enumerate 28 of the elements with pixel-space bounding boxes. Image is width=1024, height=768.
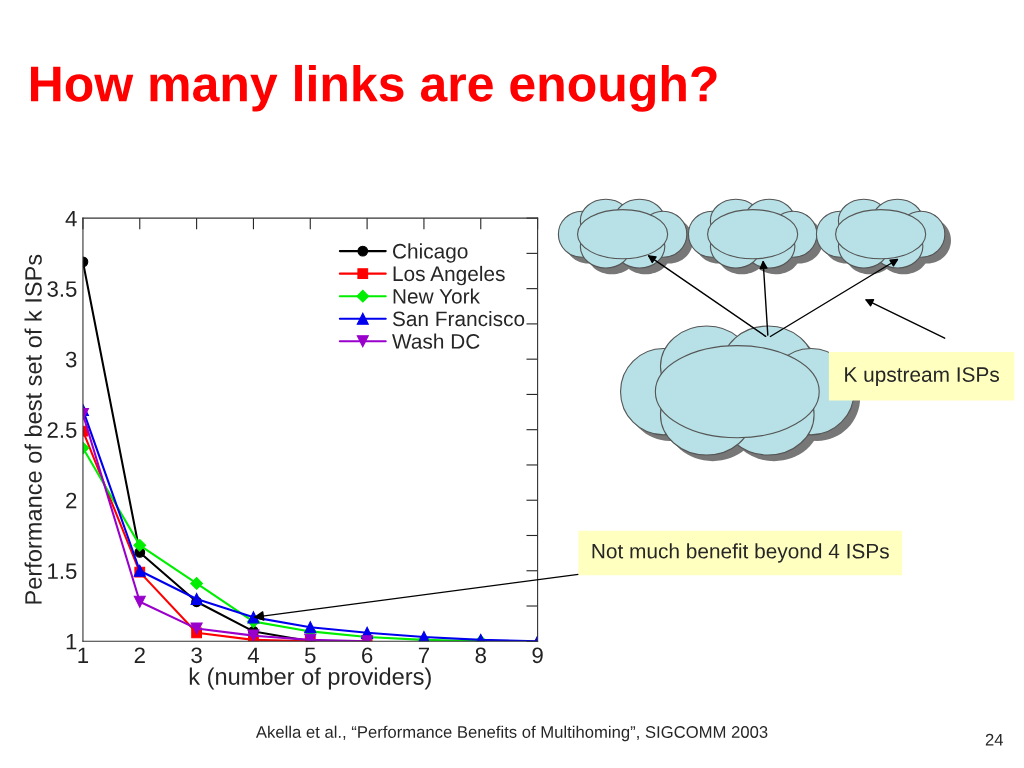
x-tick-label: 5 bbox=[304, 647, 316, 664]
x-tick-label: 9 bbox=[532, 647, 543, 664]
x-axis-title: k (number of providers) bbox=[189, 667, 431, 690]
y-tick-label: 1 bbox=[66, 634, 77, 650]
y-tick-label: 3 bbox=[65, 351, 77, 368]
y-tick-label: 1.5 bbox=[48, 563, 77, 580]
text: K upstream ISPs bbox=[845, 367, 1000, 387]
chart-title: How many links are enough? bbox=[30, 64, 717, 112]
legend-label: New York bbox=[393, 288, 481, 304]
legend-label: Chicago bbox=[393, 243, 468, 263]
x-tick-label: 4 bbox=[247, 647, 259, 663]
y-tick-label: 4 bbox=[65, 210, 77, 227]
y-axis-title: Performance of best set of k ISPs bbox=[24, 254, 42, 604]
x-tick-label: 2 bbox=[134, 647, 145, 663]
y-tick-label: 2.5 bbox=[47, 422, 77, 438]
text: Akella et al., “Performance Benefits of Multihoming”, SIGCOMM 2003 bbox=[255, 725, 768, 742]
legend-label: San Francisco bbox=[392, 310, 525, 327]
x-tick-label: 6 bbox=[362, 647, 373, 664]
text: 24 bbox=[985, 733, 1004, 746]
legend-label: Los Angeles bbox=[393, 265, 505, 286]
annotation: Not much benefit beyond 4 ISPs bbox=[592, 543, 889, 563]
x-tick-label: 8 bbox=[475, 647, 486, 664]
legend-label: Wash DC bbox=[392, 333, 480, 349]
x-tick-label: 3 bbox=[191, 647, 202, 664]
y-tick-label: 3.5 bbox=[47, 281, 77, 297]
y-tick-label: 2 bbox=[66, 492, 77, 509]
x-tick-label: 1 bbox=[78, 647, 89, 663]
x-tick-label: 7 bbox=[418, 647, 429, 663]
